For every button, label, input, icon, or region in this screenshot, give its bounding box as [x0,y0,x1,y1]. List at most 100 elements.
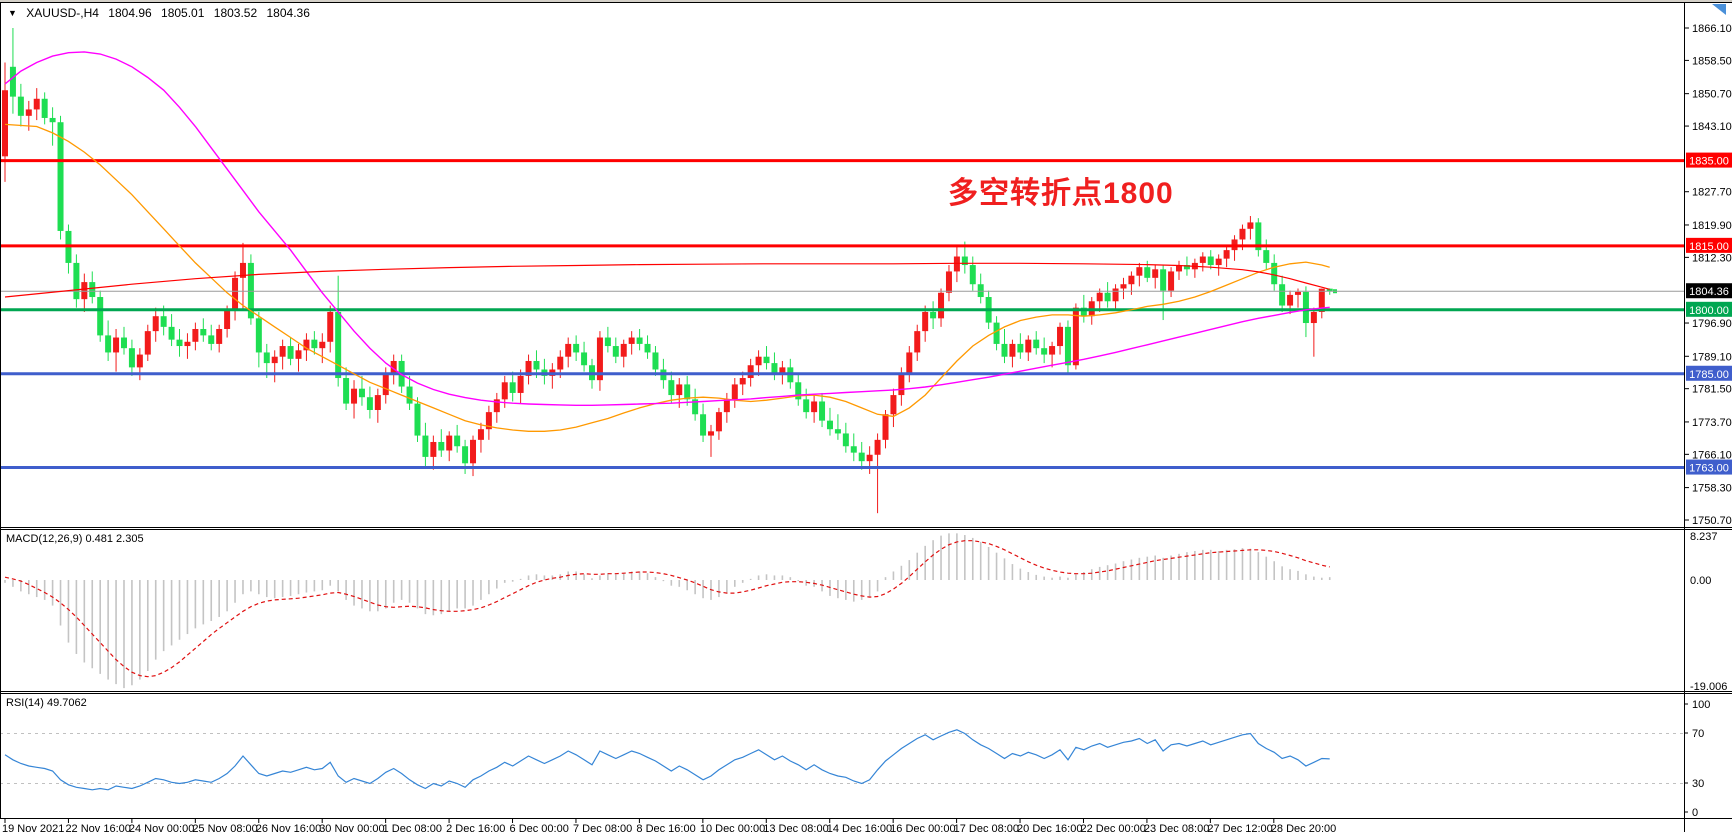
candle [1263,239,1270,270]
candle [1033,331,1040,355]
rsi-axis[interactable]: 100 70 30 0 [1684,699,1710,819]
rsi-axis-label: 70 [1692,728,1704,740]
candle [953,246,960,283]
candle [255,311,262,368]
price-axis[interactable]: 1866.10 1858.50 1850.70 1843.10 1827.70 1819.… [1684,23,1732,527]
price-tick-label: 1827.70 [1692,187,1732,199]
time-tick-label: 7 Dec 08:00 [573,823,632,835]
candle [73,254,80,308]
macd-panel[interactable] [4,533,1331,689]
macd-axis[interactable]: 8.237 0.00 -19.006 [1690,531,1727,693]
time-tick-label: 22 Dec 00:00 [1080,823,1145,835]
candle [1064,320,1071,373]
candle [834,414,841,440]
price-tag: 1763.00 [1686,459,1732,475]
candle [1223,245,1230,268]
candle [668,371,675,404]
candle [271,350,278,383]
candle [1001,328,1008,364]
candle [811,395,818,423]
candle [612,337,619,364]
candle [1199,252,1206,272]
rsi-axis-label: 30 [1692,778,1704,790]
scroll-to-end-icon[interactable] [1712,4,1726,15]
candle [41,92,48,125]
macd-axis-label: 8.237 [1690,531,1718,543]
price-level-lines[interactable] [0,159,1684,470]
candle [620,339,627,368]
candle [374,388,381,423]
ma-fast-orange [4,123,1330,432]
candle [366,386,373,419]
candle [930,301,937,329]
macd-axis-label: -19.006 [1690,681,1727,693]
candle [1009,339,1016,368]
candle [636,328,643,351]
candle [1207,250,1214,270]
candle [120,326,127,355]
candle [1247,216,1254,240]
candle [247,254,254,325]
candle [2,62,8,182]
candle [882,410,889,449]
candle [113,328,120,372]
candle [771,352,778,381]
candle [1049,341,1056,368]
time-tick-label: 2 Dec 16:00 [446,823,505,835]
time-tick-label: 10 Dec 00:00 [700,823,765,835]
candle [493,392,500,423]
candle [200,318,207,342]
time-tick-label: 8 Dec 16:00 [636,823,695,835]
candle [97,290,104,342]
svg-text:1763.00: 1763.00 [1689,463,1729,475]
candle [993,316,1000,351]
candle [430,435,437,470]
candle [549,363,556,389]
candle [232,271,239,321]
candle [358,375,365,406]
price-tick-label: 1758.30 [1692,483,1732,495]
candle [1176,260,1183,280]
candle [644,335,651,359]
candle [715,407,722,440]
candle [1136,262,1143,287]
candle [700,403,707,442]
time-tick-label: 26 Nov 16:00 [256,823,321,835]
candle [945,265,952,302]
candle [874,433,881,514]
candle [541,358,548,385]
candle [565,337,572,368]
candle [17,83,24,127]
candle [850,433,857,462]
candle [303,333,310,361]
time-tick-label: 13 Dec 08:00 [763,823,828,835]
candle [128,339,135,376]
candle [168,314,175,347]
candle [739,371,746,396]
candle [652,346,659,376]
time-tick-label: 28 Dec 20:00 [1271,823,1336,835]
time-tick-label: 30 Nov 00:00 [319,823,384,835]
rsi-panel[interactable] [0,729,1684,791]
candle [604,326,611,353]
candle [866,446,873,474]
candle [1231,235,1238,261]
candle [176,328,183,357]
candle [57,115,64,240]
candle [295,343,302,372]
time-tick-label: 25 Nov 08:00 [192,823,257,835]
svg-text:1815.00: 1815.00 [1689,241,1729,253]
candle [977,273,984,304]
candle [842,422,849,453]
price-tick-label: 1773.70 [1692,417,1732,429]
candle [454,424,461,453]
price-tag: 1815.00 [1686,237,1732,253]
candle [485,405,492,440]
candle [406,375,413,411]
candle [922,305,929,342]
candle [184,333,191,359]
macd-signal-line [4,540,1330,678]
price-tick-label: 1781.50 [1692,384,1732,396]
